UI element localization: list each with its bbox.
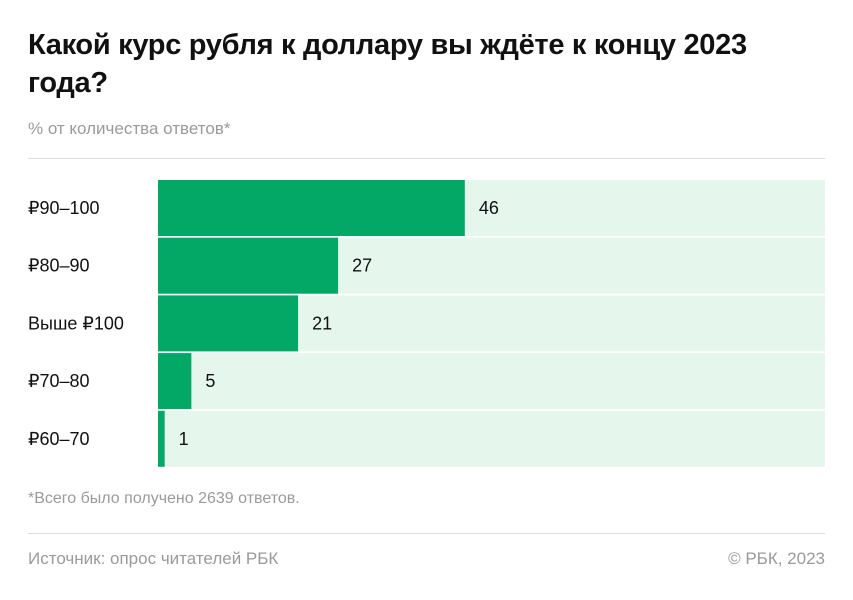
bar-chart: ₽90–100 46 ₽80–90 27 Выше ₽100 21 ₽70–80 5 ₽60–7… [28, 180, 825, 467]
category-label: ₽70–80 [28, 371, 90, 391]
bar-track [158, 353, 825, 410]
category-label: ₽80–90 [28, 256, 90, 276]
footnote: *Всего было получено 2639 ответов. [28, 490, 300, 507]
chart-subtitle: % от количества ответов* [28, 119, 231, 138]
divider [28, 533, 825, 534]
bar [158, 295, 299, 352]
copyright: © РБК, 2023 [728, 549, 825, 568]
category-label: Выше ₽100 [28, 313, 124, 333]
value-label: 27 [352, 256, 372, 276]
value-label: 46 [479, 198, 499, 218]
category-label: ₽60–70 [28, 429, 90, 449]
source: Источник: опрос читателей РБК [28, 549, 279, 568]
value-label: 1 [179, 429, 189, 449]
bar [158, 180, 465, 236]
bar-track [158, 410, 825, 467]
value-label: 21 [312, 313, 332, 333]
bar [158, 410, 165, 467]
bar [158, 237, 339, 294]
chart-title: Какой курс рубля к доллару вы ждёте к ко… [28, 29, 747, 99]
divider [28, 158, 825, 159]
bar [158, 353, 192, 410]
value-label: 5 [205, 371, 215, 391]
category-label: ₽90–100 [28, 198, 100, 218]
